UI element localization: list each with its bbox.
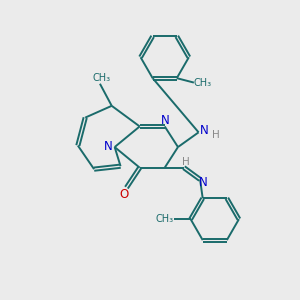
Text: N: N [200, 124, 209, 137]
Text: H: H [212, 130, 220, 140]
Text: CH₃: CH₃ [156, 214, 174, 224]
Text: CH₃: CH₃ [92, 74, 110, 83]
Text: N: N [104, 140, 112, 153]
Text: N: N [161, 114, 170, 127]
Text: N: N [199, 176, 207, 190]
Text: CH₃: CH₃ [194, 78, 212, 88]
Text: O: O [119, 188, 128, 201]
Text: H: H [182, 157, 190, 167]
